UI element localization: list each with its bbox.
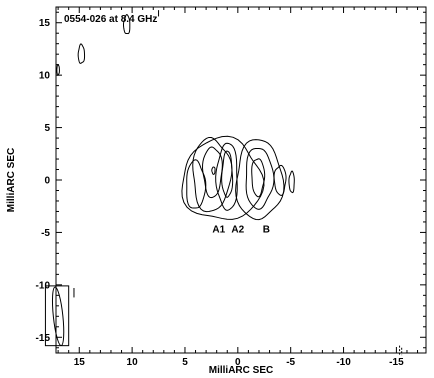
component-label-b: B xyxy=(263,224,270,235)
contour-layer xyxy=(56,14,295,221)
contour-noise-level-1 xyxy=(56,63,60,76)
x-tick-label: -10 xyxy=(336,357,351,368)
y-tick-label: -5 xyxy=(41,228,50,239)
contour-b-east-level-1 xyxy=(273,164,287,196)
plot-title: 0554-026 at 8.4 GHz xyxy=(64,14,157,25)
contour-b-level-2 xyxy=(245,147,275,210)
contour-a2-level-2 xyxy=(215,142,238,211)
y-tick-label: 0 xyxy=(44,176,50,187)
x-tick-label: -5 xyxy=(286,357,295,368)
component-label-a1: A1 xyxy=(212,224,225,235)
plot-frame xyxy=(55,6,427,354)
contour-b-level-3 xyxy=(251,158,266,198)
beam-layer xyxy=(44,285,70,347)
beam-box xyxy=(44,285,70,347)
y-axis-title: MilliARC SEC xyxy=(6,148,17,212)
y-tick-label: -15 xyxy=(36,333,51,344)
x-tick-label: -15 xyxy=(389,357,404,368)
contour-b-level-1 xyxy=(235,139,285,221)
x-tick-label: 10 xyxy=(127,357,139,368)
beam-ellipse xyxy=(51,286,65,347)
y-ticks: 15 10 5 0 -5 -10 -15 xyxy=(36,11,426,349)
y-tick-label: 15 xyxy=(39,18,51,29)
contour-a-bay-level-1 xyxy=(186,159,207,209)
y-tick-label: 10 xyxy=(39,71,51,82)
x-axis-title: MilliARC SEC xyxy=(209,365,273,376)
annotation-layer: A1 A2 B xyxy=(212,224,270,235)
contour-noise-level-1 xyxy=(122,14,131,35)
contour-a-outer-level-1 xyxy=(181,135,265,220)
contour-a1-level-2 xyxy=(192,136,233,213)
x-ticks: 15 10 5 0 -5 -10 -15 xyxy=(57,7,419,368)
x-tick-label: 0 xyxy=(235,357,241,368)
contour-b-far-level-1 xyxy=(288,170,295,194)
contour-a2-level-3 xyxy=(221,150,234,198)
contour-a1-level-3 xyxy=(202,146,223,199)
y-tick-label: 5 xyxy=(44,123,50,134)
contour-noise-level-1 xyxy=(77,43,86,64)
x-tick-label: 5 xyxy=(182,357,188,368)
x-tick-label: 15 xyxy=(74,357,86,368)
noise-layer xyxy=(73,10,403,356)
y-tick-label: -10 xyxy=(36,280,51,291)
component-label-a2: A2 xyxy=(231,224,244,235)
contour-a1-level-4 xyxy=(211,166,216,175)
